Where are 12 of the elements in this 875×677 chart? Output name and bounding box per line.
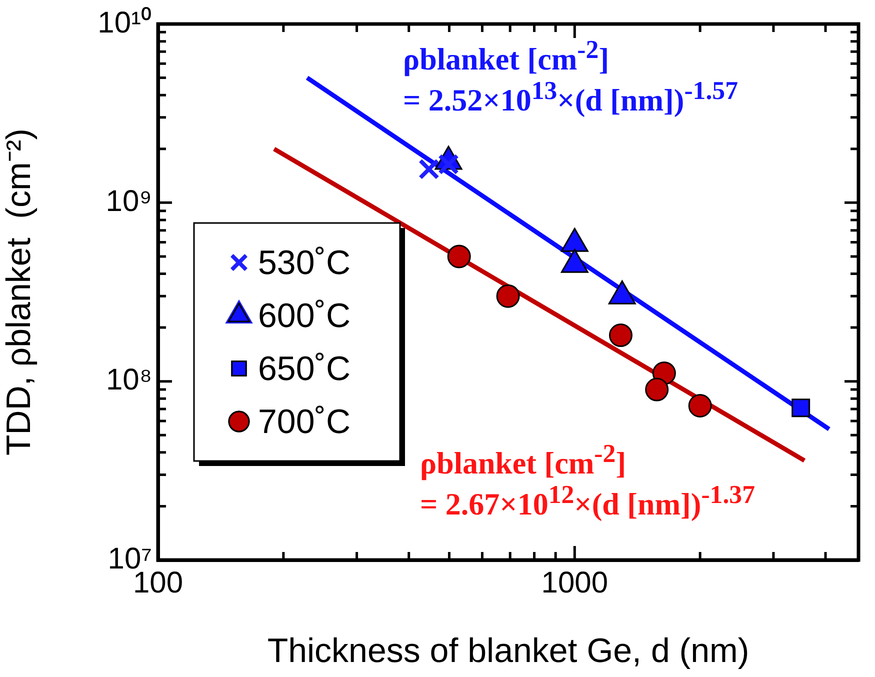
- legend-label: 700˚C: [258, 402, 351, 441]
- y-tick-label: 10⁸: [106, 364, 152, 397]
- text: ρblanket [cm$^{-2}$] = 2.52×10$^{13}$×(d [nm])$^{-1.57}$: [403, 35, 738, 118]
- y-tick-label: 10¹⁰: [98, 6, 152, 40]
- legend-label: 650˚C: [258, 350, 351, 388]
- y-axis-title: TDD, ρblanket (cm⁻²): [0, 128, 38, 456]
- x-tick-label: 1000: [541, 566, 608, 600]
- legend-label: 600˚C: [258, 296, 351, 335]
- legend-label: 530˚C: [258, 244, 351, 282]
- y-tick-label: 10⁹: [106, 184, 152, 218]
- text: ρblanket [cm$^{-2}$] = 2.67×10$^{12}$×(d [nm])$^{-1.37}$: [420, 439, 755, 522]
- x-axis-title: Thickness of blanket Ge, d (nm): [267, 632, 750, 670]
